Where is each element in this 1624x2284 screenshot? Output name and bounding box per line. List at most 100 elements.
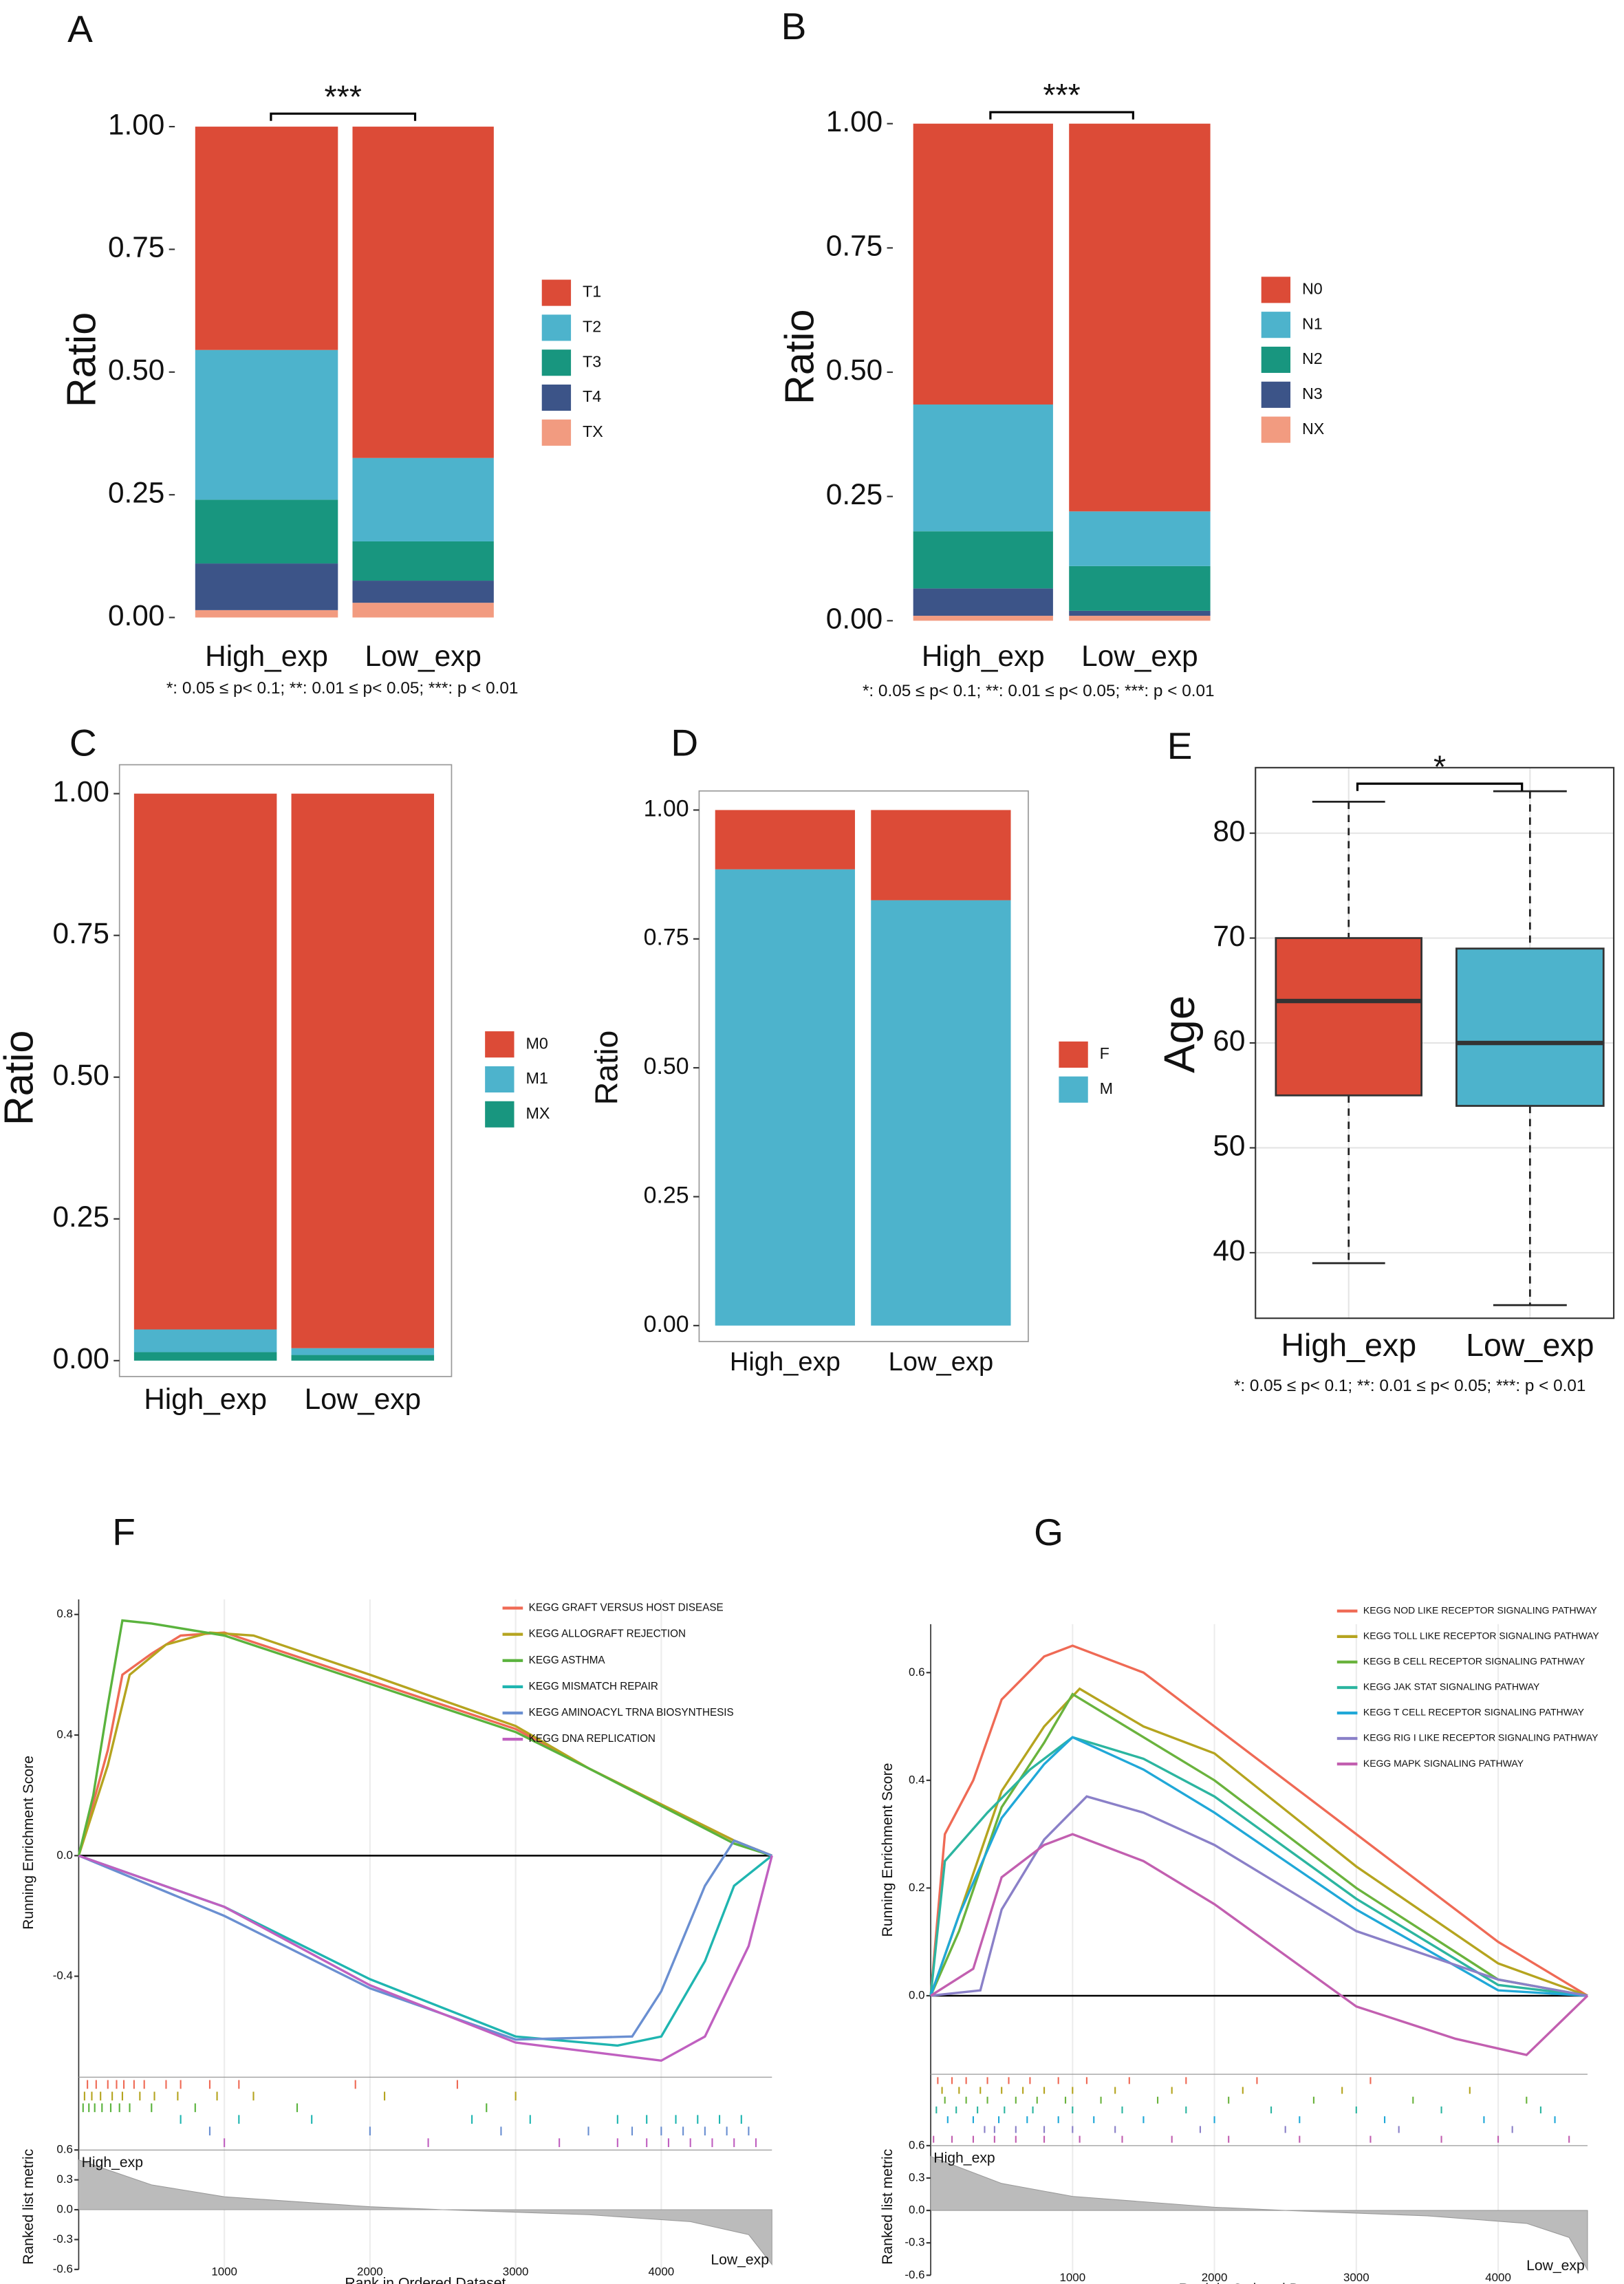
legend-label: KEGG RIG I LIKE RECEPTOR SIGNALING PATHW…	[1363, 1732, 1599, 1743]
x-axis-title: Rank in Ordered Dataset	[1179, 2281, 1340, 2284]
enrichment-curve	[929, 1736, 1588, 1997]
enrichment-curve	[930, 1833, 1589, 2056]
enrichment-curve	[77, 1619, 772, 1857]
legend-label: T4	[583, 387, 601, 405]
metric-axis-title: Ranked list metric	[21, 2148, 36, 2265]
y-tick-label: 1.00	[52, 775, 109, 808]
bar-segment	[291, 793, 435, 1348]
y-axis-title: Ratio	[0, 1031, 41, 1125]
y-tick-label: 0.50	[644, 1053, 689, 1079]
significance-bracket	[989, 111, 1134, 120]
y-tick-label: -0.4	[53, 1969, 73, 1982]
x-tick-label: High_exp	[144, 1383, 267, 1415]
y-tick-label: 0.75	[108, 231, 164, 263]
box	[1455, 947, 1605, 1107]
x-axis-title: Rank in Ordered Dataset	[345, 2276, 506, 2284]
ranked-metric-area	[78, 2159, 772, 2266]
low-label: Low_exp	[711, 2252, 769, 2268]
high-label: High_exp	[933, 2151, 995, 2166]
x-tick-label: Low_exp	[305, 1383, 421, 1415]
panel-letter: F	[112, 1511, 136, 1553]
significance-label: ***	[325, 78, 362, 114]
legend-label: MX	[526, 1104, 550, 1122]
legend-label: N3	[1302, 385, 1323, 402]
enrichment-curve	[78, 1854, 773, 2047]
bar-segment	[133, 1352, 277, 1361]
y-tick-label: 0.00	[644, 1311, 689, 1337]
y-tick-label: 0.75	[52, 917, 109, 949]
bar-segment	[352, 581, 494, 603]
legend-label: KEGG TOLL LIKE RECEPTOR SIGNALING PATHWA…	[1363, 1630, 1600, 1641]
bar-segment	[195, 610, 338, 618]
enrichment-curve	[930, 1795, 1588, 1997]
metric-tick-label: 0.0	[909, 2204, 925, 2217]
enrichment-curve	[77, 1631, 772, 1857]
legend-label: KEGG ASTHMA	[529, 1655, 606, 1666]
bar-segment	[913, 404, 1053, 532]
legend-swatch	[541, 419, 572, 446]
legend-label: KEGG T CELL RECEPTOR SIGNALING PATHWAY	[1363, 1707, 1585, 1718]
x-tick-label: 4000	[649, 2265, 675, 2278]
y-tick-label: 0.25	[52, 1200, 109, 1233]
bar-segment	[913, 123, 1053, 405]
metric-tick-label: 0.3	[56, 2173, 73, 2186]
legend-label: KEGG JAK STAT SIGNALING PATHWAY	[1363, 1681, 1540, 1692]
bar-segment	[1069, 511, 1211, 566]
y-tick-label: 70	[1213, 920, 1245, 952]
metric-tick-label: 0.3	[909, 2170, 925, 2184]
legend-swatch	[1261, 346, 1291, 374]
bar-segment	[871, 810, 1011, 901]
y-tick-label: 0.50	[826, 354, 883, 386]
panel-letter: G	[1034, 1511, 1063, 1553]
metric-tick-label: -0.3	[905, 2236, 924, 2249]
legend-swatch	[541, 279, 572, 306]
ranked-metric-area	[930, 2155, 1588, 2272]
legend-swatch	[1059, 1041, 1088, 1068]
y-tick-label: 0.0	[56, 1849, 73, 1862]
panel-letter: E	[1167, 724, 1193, 767]
x-tick-label: Low_exp	[1081, 640, 1198, 672]
y-axis-title: Ratio	[776, 310, 822, 405]
legend-label: NX	[1302, 420, 1325, 438]
bar-segment	[1069, 565, 1211, 611]
enrichment-curve	[929, 1687, 1588, 1997]
y-tick-label: 0.50	[52, 1059, 109, 1091]
bar-segment	[195, 127, 338, 350]
significance-label: *	[1433, 748, 1446, 784]
metric-tick-label: 0.6	[56, 2143, 73, 2156]
y-tick-label: 80	[1213, 815, 1245, 847]
x-tick-label: 4000	[1485, 2271, 1511, 2284]
bar-segment	[1069, 610, 1211, 616]
enrichment-curve	[929, 1736, 1588, 1997]
y-axis-title: Ratio	[58, 312, 105, 407]
metric-tick-label: -0.3	[53, 2232, 73, 2245]
x-tick-label: 1000	[211, 2265, 237, 2278]
y-axis-title: Ratio	[588, 1031, 624, 1106]
enrichment-curve	[78, 1839, 772, 2041]
x-tick-label: 3000	[1343, 2271, 1369, 2284]
bar-segment	[715, 810, 855, 870]
legend-label: T1	[583, 283, 601, 301]
metric-axis-title: Ranked list metric	[880, 2148, 896, 2265]
y-tick-label: 0.25	[108, 476, 164, 508]
y-tick-label: 1.00	[826, 105, 883, 138]
bar-segment	[871, 900, 1011, 1326]
panel-letter: C	[69, 722, 97, 764]
legend-swatch	[1261, 381, 1291, 408]
bar-segment	[133, 1329, 277, 1353]
x-tick-label: Low_exp	[889, 1348, 994, 1377]
legend-label: F	[1100, 1044, 1109, 1062]
legend-label: KEGG MAPK SIGNALING PATHWAY	[1363, 1758, 1524, 1769]
x-tick-label: 2000	[357, 2265, 383, 2278]
bar-segment	[352, 127, 494, 458]
plot-frame	[698, 790, 1029, 1342]
enrichment-curve	[78, 1854, 773, 2062]
y-tick-label: 0.00	[52, 1342, 109, 1375]
bar-segment	[1069, 123, 1211, 512]
y-tick-label: 0.25	[644, 1182, 689, 1208]
y-tick-label: 0.00	[108, 599, 164, 632]
x-tick-label: High_exp	[730, 1348, 841, 1377]
legend-swatch	[1261, 277, 1291, 303]
x-tick-label: High_exp	[205, 640, 328, 672]
x-tick-label: Low_exp	[365, 640, 481, 672]
